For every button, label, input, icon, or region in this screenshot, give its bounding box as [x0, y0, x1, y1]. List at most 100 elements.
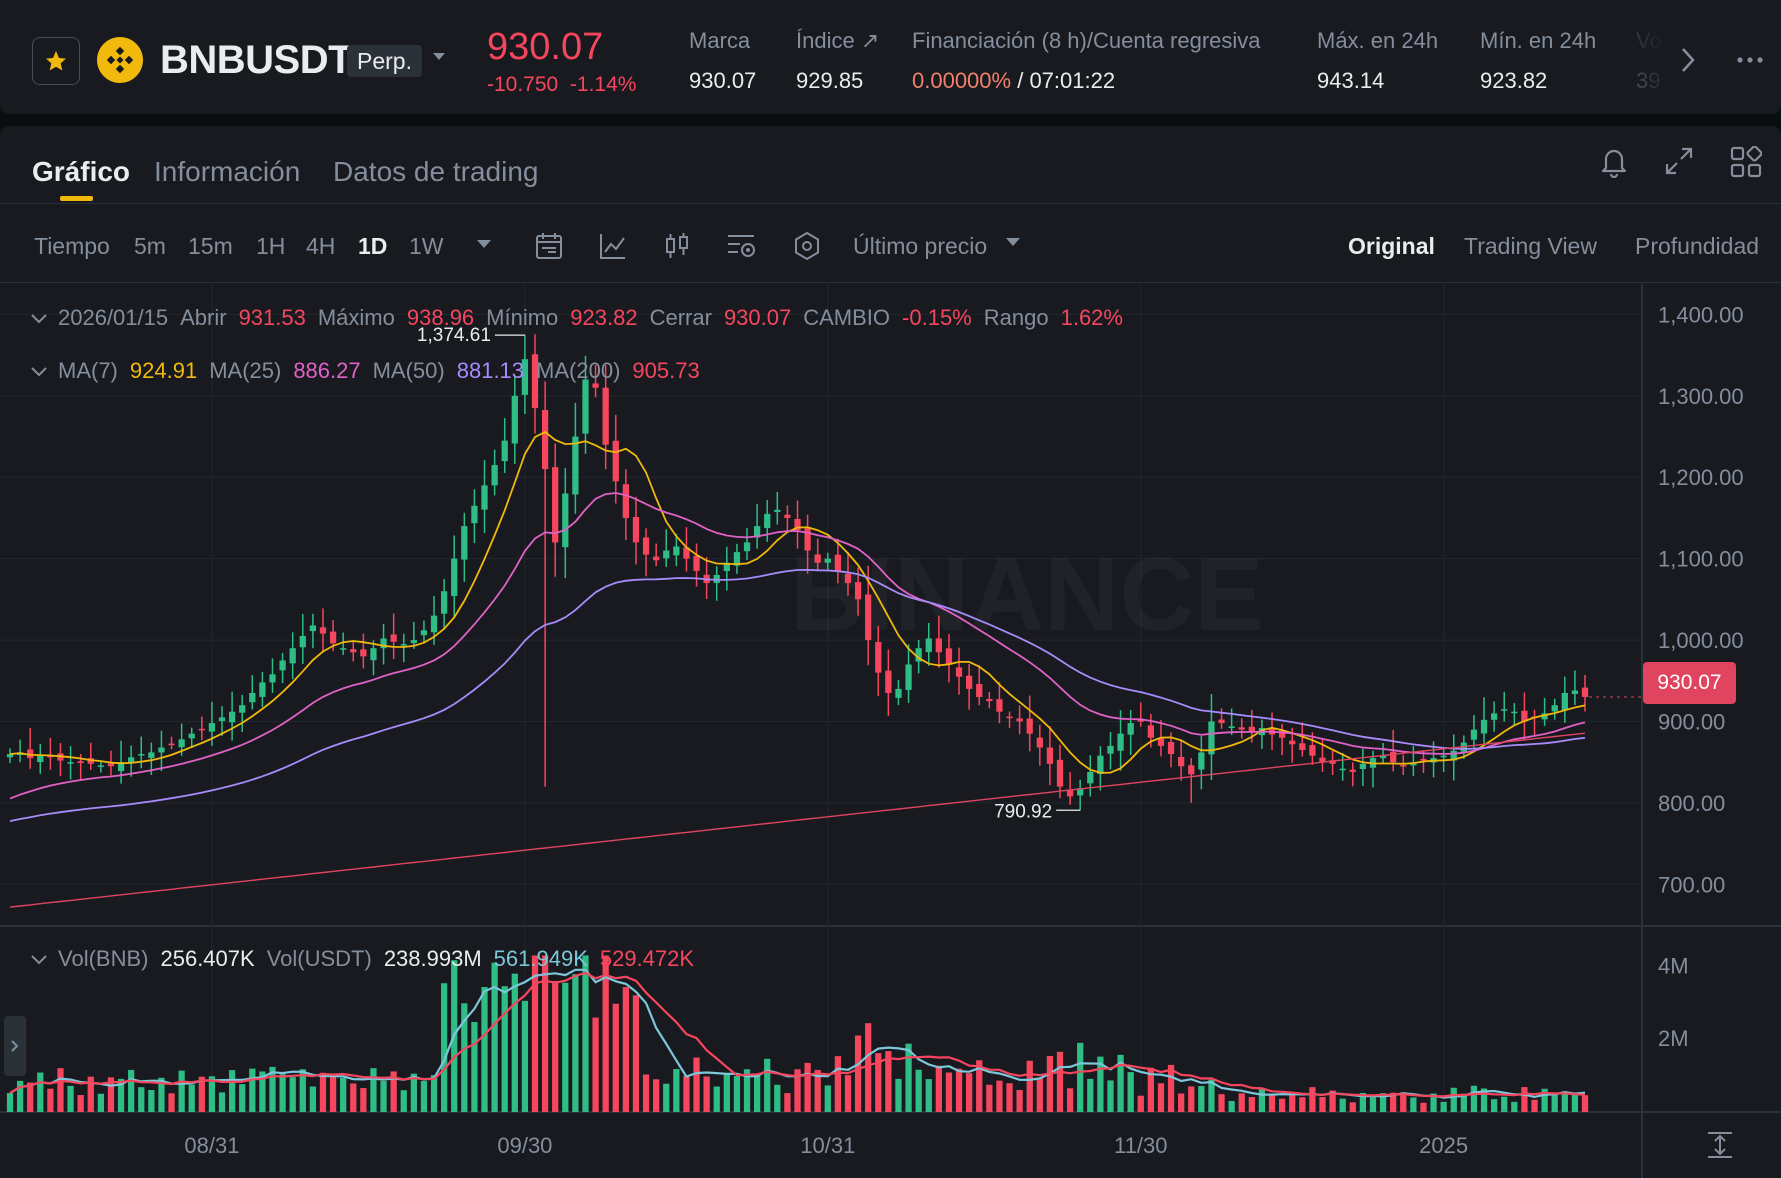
- tab-datos-trading[interactable]: Datos de trading: [333, 156, 539, 187]
- candle-body: [653, 556, 660, 561]
- view-trading-view[interactable]: Trading View: [1464, 233, 1597, 259]
- volume-bar: [461, 1003, 468, 1112]
- tab-grafico[interactable]: Gráfico: [32, 156, 131, 187]
- candle-body: [168, 743, 175, 746]
- volume-bar: [1117, 1054, 1124, 1112]
- collapse-ma-icon[interactable]: [30, 366, 48, 378]
- candle-body: [582, 379, 589, 434]
- volume-bar: [1430, 1093, 1437, 1112]
- stat-index-price[interactable]: Índice ↗ 929.85: [796, 28, 880, 93]
- candle-body: [1208, 721, 1215, 755]
- volume-bar: [733, 1076, 741, 1112]
- candle-body: [178, 739, 185, 748]
- candle: [1551, 698, 1558, 720]
- favorite-star-button[interactable]: [32, 37, 80, 85]
- chart-annotations: 1,374.61 790.92: [417, 325, 1642, 822]
- candle: [895, 679, 902, 705]
- time-tick-label: 2025: [1419, 1133, 1468, 1158]
- volume-bar: [784, 1093, 791, 1112]
- price-type-dropdown-icon[interactable]: [1005, 237, 1021, 247]
- indicator-settings-icon[interactable]: [726, 231, 758, 261]
- interval-1w[interactable]: 1W: [409, 233, 444, 259]
- candle: [885, 649, 892, 716]
- volume-bar: [168, 1093, 175, 1112]
- symbol-name[interactable]: BNBUSDT: [160, 38, 353, 82]
- candle: [602, 364, 609, 470]
- candles-icon[interactable]: [662, 231, 692, 261]
- candle: [1400, 754, 1407, 776]
- candle: [1491, 701, 1498, 732]
- candle: [138, 736, 145, 769]
- candle: [592, 364, 599, 398]
- tab-informacion[interactable]: Información: [154, 156, 301, 187]
- candle: [400, 633, 407, 663]
- candle: [1299, 722, 1306, 757]
- side-expand-handle[interactable]: [4, 1016, 26, 1076]
- volume-bar: [895, 1078, 902, 1112]
- candle-body: [47, 755, 54, 758]
- high-price-label: 1,374.61: [417, 325, 491, 346]
- hexagon-settings-icon[interactable]: [792, 231, 822, 261]
- price-tick-label: 1,400.00: [1658, 302, 1744, 327]
- candle: [481, 460, 488, 534]
- current-price-tag: 930.07: [1643, 662, 1736, 704]
- price-type-select[interactable]: Último precio: [853, 233, 988, 259]
- candle: [925, 622, 932, 666]
- volume-bar: [1511, 1101, 1518, 1112]
- volume-bar: [562, 982, 569, 1112]
- volume-bar: [875, 1053, 882, 1112]
- line-chart-icon[interactable]: [598, 231, 628, 261]
- candle-body: [1036, 737, 1043, 748]
- interval-1d[interactable]: 1D: [358, 233, 388, 259]
- interval-dropdown-icon[interactable]: [476, 239, 492, 249]
- collapse-ohlc-icon[interactable]: [30, 313, 48, 325]
- volume-bar: [955, 1068, 963, 1112]
- more-options-icon[interactable]: [1736, 46, 1764, 74]
- candle: [461, 512, 468, 582]
- candle-body: [1006, 716, 1013, 719]
- candle-body: [683, 547, 690, 559]
- candle: [733, 543, 741, 574]
- candle-body: [259, 682, 266, 697]
- volume-bar: [996, 1080, 1003, 1112]
- volume-bar: [77, 1095, 84, 1112]
- auto-scale-icon[interactable]: [1705, 1130, 1735, 1160]
- volume-bar: [834, 1056, 842, 1112]
- candle: [1077, 779, 1084, 811]
- candle: [269, 658, 276, 693]
- candle-body: [441, 591, 448, 614]
- expand-icon[interactable]: [1664, 146, 1694, 176]
- candle: [128, 745, 135, 777]
- volume-bar: [1178, 1093, 1185, 1112]
- volume-bar: [915, 1069, 922, 1112]
- time-tick-label: 09/30: [497, 1133, 552, 1158]
- chart-panel: [0, 126, 1781, 1178]
- candle-body: [602, 387, 609, 445]
- candle: [844, 552, 852, 596]
- interval-5m[interactable]: 5m: [134, 233, 166, 259]
- candle: [1218, 708, 1225, 729]
- candle: [441, 578, 448, 630]
- chart-toolbar: Tiempo 5m 15m 1H 4H 1D 1W Último precio …: [0, 205, 1781, 283]
- symbol-dropdown-icon[interactable]: [432, 52, 446, 62]
- view-depth[interactable]: Profundidad: [1635, 233, 1760, 259]
- chevron-right-icon[interactable]: [1678, 46, 1698, 74]
- candle: [703, 557, 710, 599]
- candle: [37, 743, 44, 774]
- interval-4h[interactable]: 4H: [306, 233, 336, 259]
- candle: [1501, 691, 1508, 722]
- collapse-volume-icon[interactable]: [30, 954, 48, 966]
- volume-bar: [1046, 1055, 1054, 1112]
- volume-bar: [1036, 1077, 1043, 1112]
- bell-icon[interactable]: [1600, 146, 1628, 178]
- view-original[interactable]: Original: [1348, 233, 1435, 259]
- volume-bar: [774, 1084, 781, 1112]
- layout-grid-icon[interactable]: [1730, 146, 1762, 178]
- volume-bar: [1470, 1085, 1478, 1112]
- volume-bar: [804, 1062, 811, 1112]
- interval-1h[interactable]: 1H: [256, 233, 286, 259]
- candle: [289, 632, 296, 680]
- calendar-icon[interactable]: [534, 231, 564, 261]
- interval-15m[interactable]: 15m: [188, 233, 233, 259]
